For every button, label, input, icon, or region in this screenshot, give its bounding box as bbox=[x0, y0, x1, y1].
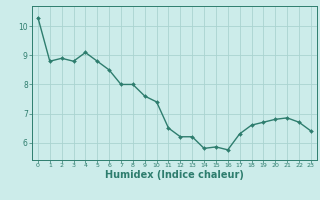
X-axis label: Humidex (Indice chaleur): Humidex (Indice chaleur) bbox=[105, 170, 244, 180]
